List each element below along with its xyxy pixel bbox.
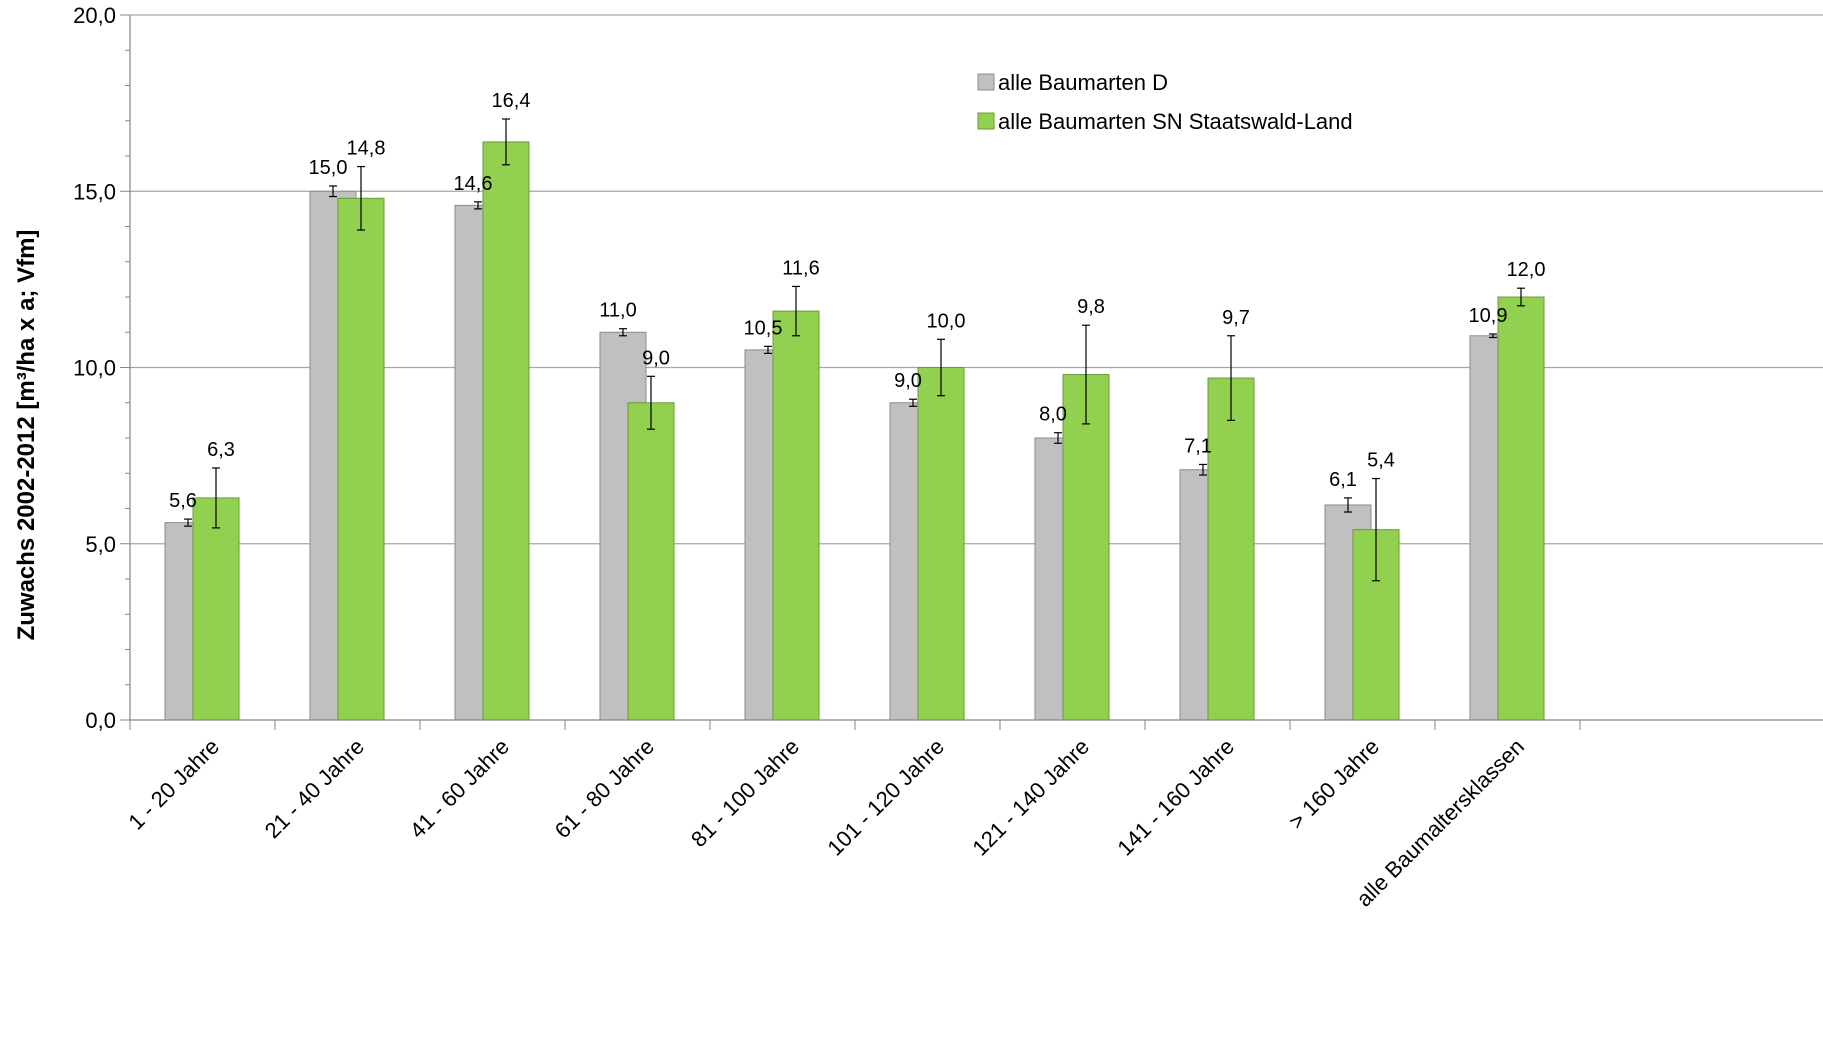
- x-tick-label: 21 - 40 Jahre: [260, 734, 369, 843]
- x-tick-label: alle Baumaltersklassen: [1351, 734, 1529, 912]
- bar: [192, 497, 240, 721]
- data-label: 11,0: [599, 300, 636, 322]
- y-tick-label: 10,0: [73, 356, 116, 381]
- y-tick-label: 5,0: [85, 532, 116, 557]
- data-label: 9,8: [1077, 296, 1105, 318]
- bar: [482, 141, 530, 721]
- bar: [772, 310, 820, 721]
- data-label: 10,9: [1469, 305, 1508, 327]
- legend-swatch: [977, 73, 995, 91]
- data-label: 5,4: [1367, 450, 1395, 472]
- x-tick-label: > 160 Jahre: [1284, 734, 1384, 834]
- legend-swatch: [977, 112, 995, 130]
- data-label: 11,6: [782, 257, 819, 279]
- bar: [337, 197, 385, 721]
- x-tick-label: 101 - 120 Jahre: [822, 734, 949, 861]
- y-tick-label: 0,0: [85, 708, 116, 733]
- data-label: 10,0: [927, 310, 966, 332]
- data-label: 9,7: [1222, 307, 1250, 329]
- data-label: 6,1: [1329, 469, 1357, 491]
- x-tick-label: 121 - 140 Jahre: [967, 734, 1094, 861]
- data-label: 14,6: [454, 173, 493, 195]
- data-label: 9,0: [894, 370, 922, 392]
- legend-label: alle Baumarten SN Staatswald-Land: [998, 109, 1353, 134]
- bar: [1207, 377, 1255, 721]
- data-label: 6,3: [207, 439, 235, 461]
- x-tick-label: 81 - 100 Jahre: [686, 734, 804, 852]
- bar: [1497, 296, 1545, 721]
- y-axis-title: Zuwachs 2002-2012 [m³/ha x a; Vfm]: [13, 230, 40, 641]
- data-labels: 5,6 6,3 15,014,8 14,6 16,4 11,0 9,0 10,5 11,6 9,0…: [169, 90, 1545, 512]
- y-tick-label: 20,0: [73, 3, 116, 28]
- data-label: 7,1: [1184, 435, 1212, 457]
- x-tick-label: 141 - 160 Jahre: [1112, 734, 1239, 861]
- legend-label: alle Baumarten D: [998, 70, 1168, 95]
- data-label: 9,0: [642, 347, 670, 369]
- bar: [1062, 374, 1110, 721]
- data-label: 16,4: [492, 90, 531, 112]
- data-label: 12,0: [1507, 259, 1546, 281]
- bar: [917, 367, 965, 721]
- data-label: 5,6: [169, 490, 197, 512]
- x-tick-label: 41 - 60 Jahre: [405, 734, 514, 843]
- data-label: 14,8: [347, 138, 386, 160]
- bar: [627, 402, 675, 721]
- x-tick-label: 1 - 20 Jahre: [123, 734, 224, 835]
- bars: [164, 118, 1545, 721]
- x-tick-label: 61 - 80 Jahre: [550, 734, 659, 843]
- data-label: 8,0: [1039, 404, 1067, 426]
- y-tick-label: 15,0: [73, 179, 116, 204]
- data-label: 15,0: [309, 157, 348, 179]
- data-label: 10,5: [744, 317, 783, 339]
- legend: alle Baumarten D alle Baumarten SN Staats…: [977, 70, 1353, 134]
